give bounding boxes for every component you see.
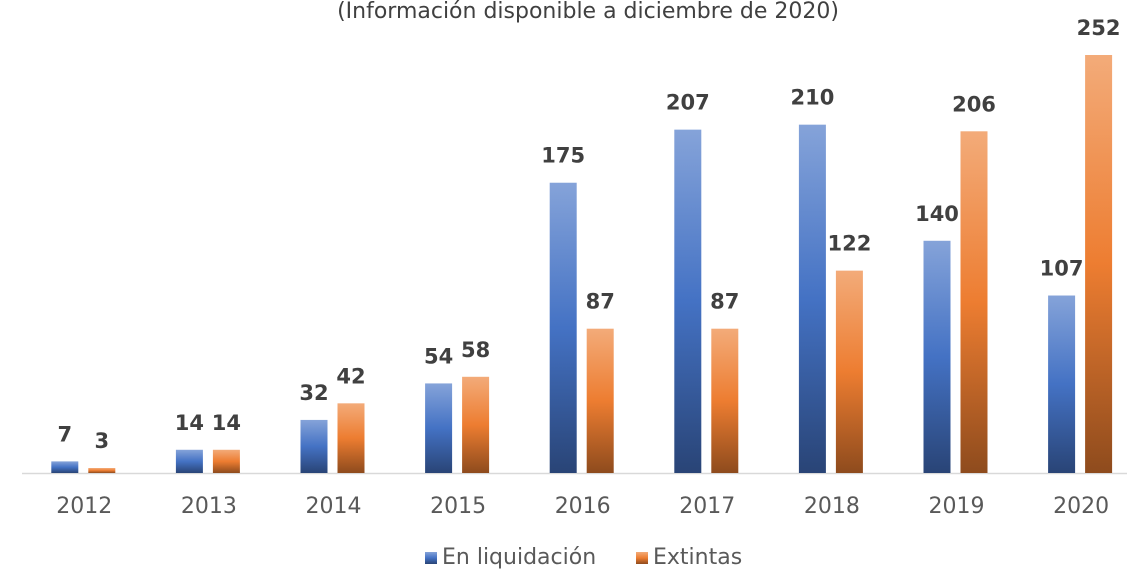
bar bbox=[711, 328, 739, 473]
data-label: 175 bbox=[541, 144, 585, 168]
data-label: 252 bbox=[1077, 16, 1121, 40]
bar bbox=[212, 449, 240, 473]
x-tick-label: 2019 bbox=[929, 494, 985, 519]
data-label: 14 bbox=[175, 411, 204, 435]
data-label: 3 bbox=[94, 429, 109, 453]
data-label: 210 bbox=[790, 86, 834, 110]
bar bbox=[835, 270, 863, 473]
data-label: 207 bbox=[666, 91, 710, 115]
chart-subtitle: (Información disponible a diciembre de 2… bbox=[337, 0, 839, 24]
data-label: 14 bbox=[212, 411, 241, 435]
bar bbox=[300, 419, 328, 473]
bar bbox=[798, 124, 826, 474]
data-label: 58 bbox=[461, 338, 490, 362]
x-tick-label: 2020 bbox=[1053, 494, 1109, 519]
data-label: 107 bbox=[1040, 257, 1084, 281]
data-label: 42 bbox=[336, 364, 365, 388]
x-tick-label: 2017 bbox=[679, 494, 735, 519]
bar bbox=[549, 182, 577, 473]
data-label: 87 bbox=[710, 290, 739, 314]
bar bbox=[1085, 55, 1113, 473]
data-label: 87 bbox=[586, 290, 615, 314]
bar bbox=[51, 461, 79, 473]
x-tick-label: 2014 bbox=[306, 494, 362, 519]
x-tick-label: 2018 bbox=[804, 494, 860, 519]
data-label: 32 bbox=[299, 381, 328, 405]
bar bbox=[960, 131, 988, 474]
data-label: 206 bbox=[952, 92, 996, 116]
x-tick-label: 2016 bbox=[555, 494, 611, 519]
data-label: 140 bbox=[915, 202, 959, 226]
x-tick-label: 2013 bbox=[181, 494, 237, 519]
bar bbox=[462, 376, 490, 473]
bar bbox=[674, 129, 702, 473]
legend-marker bbox=[636, 552, 648, 564]
bar bbox=[88, 468, 116, 473]
bar bbox=[337, 403, 365, 473]
x-tick-label: 2012 bbox=[56, 494, 112, 519]
bar bbox=[923, 240, 951, 473]
bar bbox=[425, 383, 453, 473]
data-label: 122 bbox=[827, 232, 871, 256]
x-tick-label: 2015 bbox=[430, 494, 486, 519]
bar bbox=[175, 449, 203, 473]
legend-label: Extintas bbox=[653, 545, 742, 570]
data-label: 54 bbox=[424, 344, 453, 368]
data-label: 7 bbox=[57, 422, 72, 446]
bar bbox=[1048, 295, 1076, 473]
bar bbox=[586, 328, 614, 473]
legend-label: En liquidación bbox=[442, 545, 596, 570]
legend-marker bbox=[425, 552, 437, 564]
